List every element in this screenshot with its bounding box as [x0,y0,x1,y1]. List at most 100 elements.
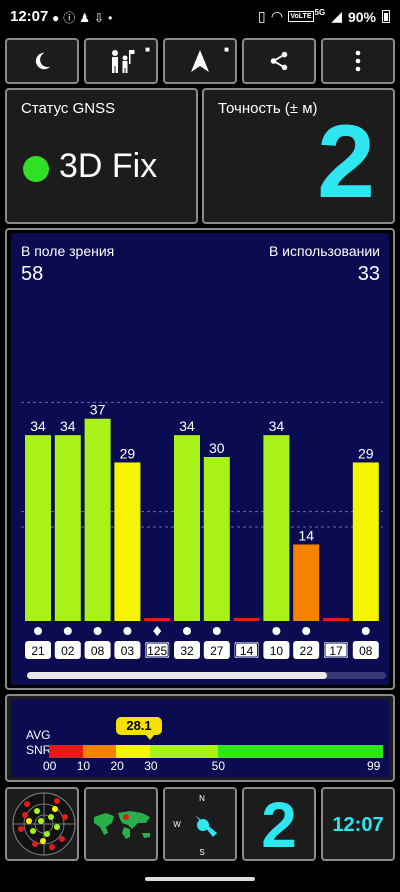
snr-bar [25,435,51,621]
prn-box [143,640,172,660]
home-indicator[interactable] [145,877,255,881]
prn-box [203,641,230,659]
bar-value-label: 34 [60,418,76,434]
in-use-count: 33 [357,263,380,285]
snr-segment [150,745,218,758]
chart-scrollbar[interactable] [27,672,386,679]
lock-icon: ■ [224,45,229,54]
svg-text:S: S [199,848,204,857]
svg-text:N: N [199,794,205,803]
prn-box [54,641,81,659]
snr-bar [293,544,320,621]
prn-label: 08 [91,644,105,658]
used-marker [183,627,191,635]
prn-box [322,640,350,660]
moon-icon [35,52,51,70]
signal-icon: ◢ [331,8,342,24]
scrollbar-thumb[interactable] [27,672,327,679]
snr-panel[interactable]: AVG SNR 28.1 00 10 20 30 50 99 [5,694,395,782]
satellite-snr-chart: 34 21 34 02 37 08 29 03 125 34 32 30 27 14 34 10 14 22 17 2… [21,402,383,660]
radar-icon [12,792,76,856]
snr-bar [84,418,111,621]
snr-bar [323,618,349,621]
snr-tick-label: 30 [144,759,158,773]
prn-label: 32 [180,644,194,658]
svg-text:W: W [173,820,181,829]
snr-tick-label: 00 [43,759,57,773]
snr-tick-label: 10 [76,759,91,773]
prn-box [25,641,51,659]
used-marker [361,627,370,635]
compass-tile[interactable]: N W S [163,787,237,861]
volte-icon: VoLTE [288,11,314,22]
prn-label: 03 [121,644,135,658]
share-icon [270,51,288,71]
navigation-arrow-icon [191,50,209,72]
snr-bar [114,462,141,621]
bar-value-label: 30 [209,440,225,456]
snr-bar [233,618,260,621]
night-mode-button[interactable] [5,38,79,84]
snr-bar [54,435,81,621]
snr-area: AVG SNR 28.1 00 10 20 30 50 99 [11,699,389,777]
fix-indicator [23,156,49,182]
used-marker [123,627,132,635]
gnss-status-panel[interactable]: Статус GNSS 3D Fix [5,88,198,224]
snr-tick-label: 50 [211,759,226,773]
prn-label: 27 [210,644,224,658]
more-options-button[interactable] [321,38,395,84]
compass-icon: N W S [173,794,217,857]
avg-snr-label: AVG SNR [26,728,51,758]
prn-box [293,641,320,659]
snr-bar [174,435,200,621]
prn-label: 22 [300,644,314,658]
snr-tick-label: 20 [110,759,124,773]
status-bar: 12:07 ●ⓘ♟⇩• ▯ ◠ VoLTE 5G ◢ 90% [0,0,400,34]
status-time: 12:07 [10,8,49,25]
snr-bar [144,618,171,621]
dock-accuracy-value: 2 [261,789,297,861]
accuracy-value: 2 [317,104,375,220]
snr-bar [263,435,290,621]
accuracy-tile[interactable]: 2 [242,787,316,861]
clock-tile[interactable]: 12:07 [321,787,395,861]
snr-label: SNR [26,743,52,757]
people-flag-icon [112,50,135,73]
world-map-icon [94,811,150,839]
prn-label: 02 [61,644,75,658]
prn-box [352,641,379,659]
bottom-dock: N W S 2 12:07 [5,787,395,861]
prn-box [232,640,261,660]
toolbar: ■ ■ [5,38,395,84]
satellites-panel[interactable]: В поле зрения 58 В использовании 33 34 21… [5,228,395,690]
snr-segment [217,745,383,758]
bar-value-label: 37 [90,402,106,418]
prn-box-outline [324,642,348,658]
dot-icon: • [108,11,117,25]
diamond-marker [153,626,162,636]
network-type: 5G [314,8,326,17]
navigation-button[interactable]: ■ [163,38,237,84]
info-icon: ⓘ [63,11,80,25]
prn-box [114,641,141,659]
prn-label: 08 [359,644,373,658]
prn-label: 17 [329,644,343,658]
in-view-count: 58 [21,263,44,285]
in-use-label: В использовании [268,243,380,259]
snr-segment [49,745,83,758]
share-button[interactable] [242,38,316,84]
radar-tile[interactable] [5,787,79,861]
vibrate-icon: ▯ [257,8,266,24]
friends-button[interactable]: ■ [84,38,158,84]
used-marker [272,627,281,635]
bar-value-label: 29 [358,445,374,461]
accuracy-panel[interactable]: Точность (± м) 2 [202,88,395,224]
snr-tick-label: 99 [367,759,381,773]
bar-value-label: 34 [179,418,195,434]
bar-value-label: 14 [298,527,314,543]
gnss-status-label: Статус GNSS [21,100,116,117]
bar-value-label: 34 [30,418,46,434]
world-map-tile[interactable] [84,787,158,861]
snr-segment [116,745,151,758]
used-marker [63,627,72,635]
